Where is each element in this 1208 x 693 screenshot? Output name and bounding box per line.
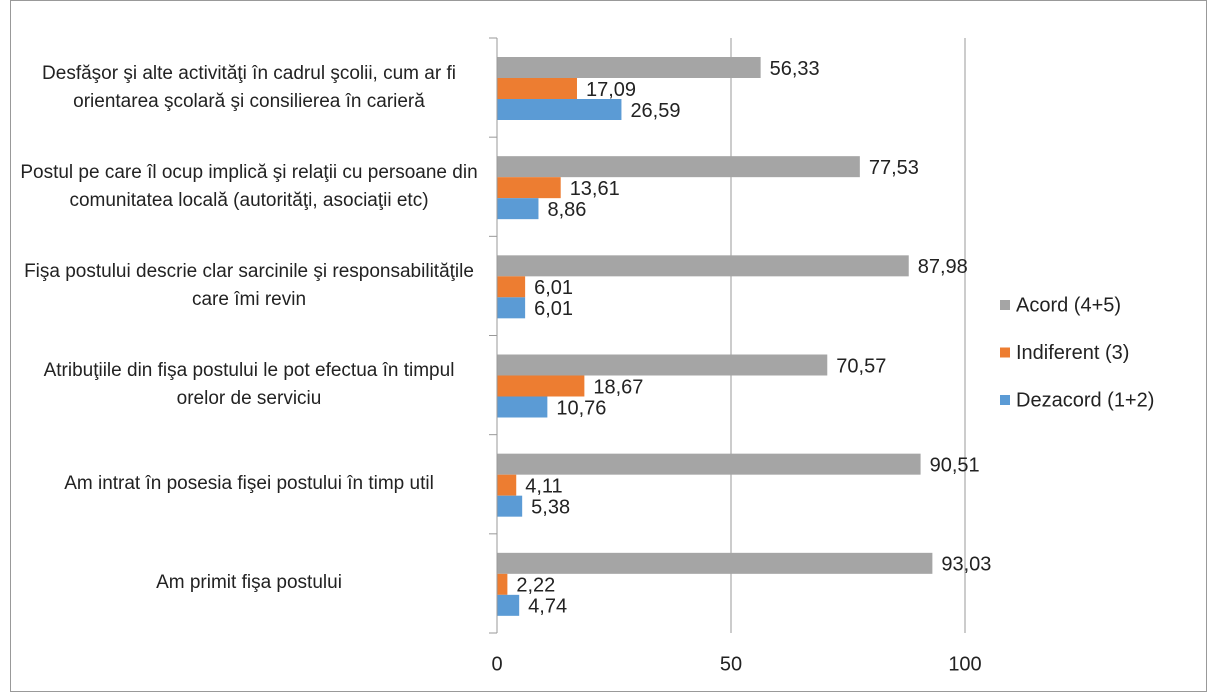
value-label: 87,98 [918,256,968,278]
legend-label: Dezacord (1+2) [1016,389,1154,411]
bar [497,552,933,574]
value-label: 90,51 [930,454,980,476]
value-label: 70,57 [836,355,886,377]
value-label: 6,01 [534,298,573,320]
y-tick-label: Fişa postului descrie clar sarcinile şi … [24,260,474,310]
bar [497,177,561,199]
y-tick-label: Am intrat în posesia fişei postului în t… [64,473,434,495]
value-label: 8,86 [547,199,586,221]
value-label: 13,61 [570,178,620,200]
bar [497,255,909,277]
bar [497,375,585,397]
value-label: 6,01 [534,277,573,299]
y-tick-label: Atribuţiile din fişa postului le pot efe… [43,360,455,409]
bar [497,396,548,418]
value-label: 77,53 [869,157,919,179]
bar [497,57,761,78]
legend-swatch [1000,300,1010,310]
value-label: 10,76 [556,397,606,419]
bar [497,495,523,517]
value-label: 4,11 [525,475,562,497]
bar [497,78,577,99]
bar [497,156,860,178]
value-label: 26,59 [630,100,680,122]
value-label: 93,03 [941,554,991,576]
y-tick-label: Postul pe care îl ocup implică şi relaţi… [20,161,478,211]
bar [497,297,526,319]
y-tick-label: Am primit fişa postului [156,572,342,594]
x-tick-label: 50 [720,653,742,675]
legend-label: Acord (4+5) [1016,294,1121,316]
value-label: 17,09 [586,79,636,101]
bar [497,198,539,220]
y-tick-label: Desfăşor şi alte activităţi în cadrul şc… [42,62,456,112]
x-tick-label: 0 [491,653,502,675]
legend-swatch [1000,347,1010,358]
chart-border [10,0,1207,692]
value-label: 18,67 [593,376,643,398]
legend-swatch [1000,395,1010,405]
bar [497,573,508,595]
value-label: 5,38 [531,496,570,518]
bar [497,453,921,475]
value-label: 4,74 [528,596,567,618]
bar [497,276,526,298]
legend-label: Indiferent (3) [1016,342,1129,364]
x-tick-label: 100 [948,653,981,675]
bar [497,354,828,376]
value-label: 56,33 [770,58,820,80]
value-label: 2,22 [516,575,555,597]
bar [497,474,517,496]
bar [497,594,520,616]
bar [497,99,622,120]
